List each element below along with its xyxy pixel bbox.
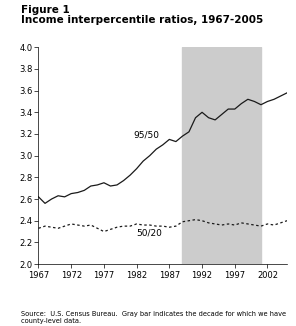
Text: Figure 1: Figure 1 xyxy=(21,5,70,15)
Text: Source:  U.S. Census Bureau.  Gray bar indicates the decade for which we have
co: Source: U.S. Census Bureau. Gray bar ind… xyxy=(21,311,286,324)
Text: Income interpercentile ratios, 1967-2005: Income interpercentile ratios, 1967-2005 xyxy=(21,15,263,25)
Text: 95/50: 95/50 xyxy=(133,130,159,139)
Bar xyxy=(182,47,261,264)
Text: 50/20: 50/20 xyxy=(137,229,163,238)
